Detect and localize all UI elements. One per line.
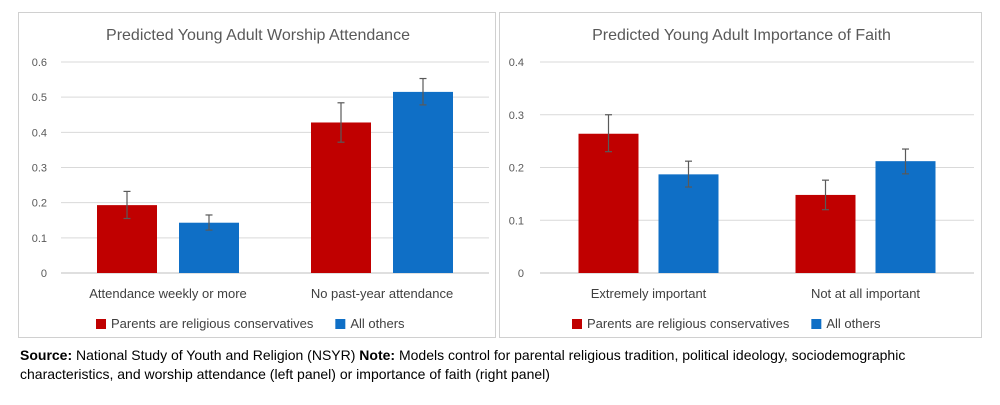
note-text: Models control for parental religious tr… xyxy=(20,347,906,382)
legend-label: All others xyxy=(350,316,405,331)
bar xyxy=(658,174,719,273)
y-tick-label: 0.5 xyxy=(32,92,47,104)
legend-swatch xyxy=(572,319,582,329)
figure-caption: Source: National Study of Youth and Reli… xyxy=(20,346,995,384)
chart-panel-importance-of-faith: Predicted Young Adult Importance of Fait… xyxy=(499,12,982,338)
y-tick-label: 0.3 xyxy=(32,163,47,175)
bar xyxy=(393,91,453,274)
chart-title: Predicted Young Adult Importance of Fait… xyxy=(592,27,891,44)
category-label: No past-year attendance xyxy=(311,286,453,301)
legend-swatch xyxy=(335,319,346,329)
y-tick-label: 0 xyxy=(518,268,524,280)
y-tick-label: 0.1 xyxy=(509,215,524,227)
legend-swatch xyxy=(811,319,822,329)
y-tick-label: 0.3 xyxy=(509,110,524,122)
note-label: Note: xyxy=(359,347,396,363)
legend-swatch xyxy=(96,319,106,329)
chart-importance-of-faith: Predicted Young Adult Importance of Fait… xyxy=(509,27,974,331)
bar xyxy=(179,222,239,273)
chart-worship-attendance: Predicted Young Adult Worship Attendance… xyxy=(32,27,489,331)
y-tick-label: 0.2 xyxy=(509,163,524,175)
legend-label: Parents are religious conservatives xyxy=(587,316,790,331)
y-tick-label: 0.1 xyxy=(32,233,47,245)
y-tick-label: 0.6 xyxy=(32,57,47,69)
source-label: Source: xyxy=(20,347,73,363)
y-tick-label: 0 xyxy=(41,268,47,280)
y-tick-label: 0.2 xyxy=(32,198,47,210)
category-label: Extremely important xyxy=(591,286,707,301)
bar xyxy=(578,133,639,273)
category-label: Attendance weekly or more xyxy=(89,286,247,301)
chart-title: Predicted Young Adult Worship Attendance xyxy=(106,27,410,44)
legend-label: Parents are religious conservatives xyxy=(111,316,314,331)
bar xyxy=(311,122,371,273)
y-tick-label: 0.4 xyxy=(509,57,524,69)
category-label: Not at all important xyxy=(811,286,920,301)
chart-panel-worship-attendance: Predicted Young Adult Worship Attendance… xyxy=(18,12,496,338)
bar xyxy=(875,161,936,273)
legend-label: All others xyxy=(826,316,881,331)
y-tick-label: 0.4 xyxy=(32,127,47,139)
source-text: National Study of Youth and Religion (NS… xyxy=(72,347,360,363)
